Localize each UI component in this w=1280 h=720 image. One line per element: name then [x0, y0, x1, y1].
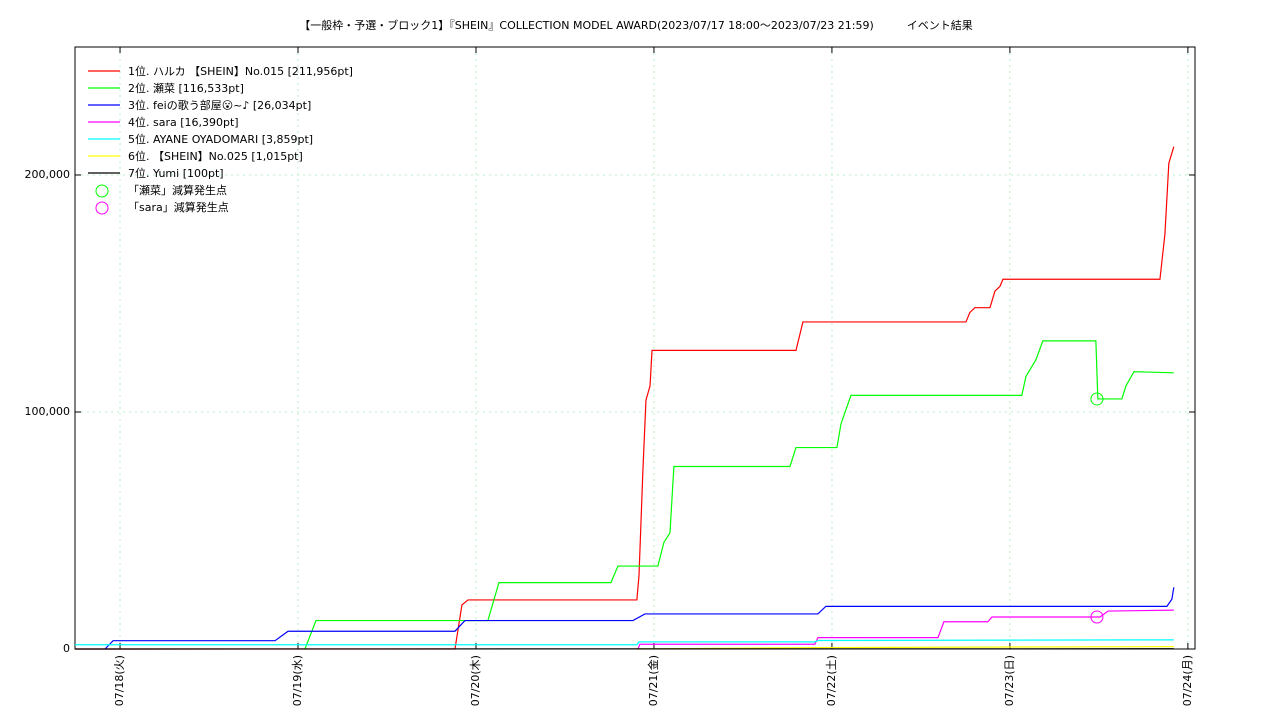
- legend-label: 7位. Yumi [100pt]: [128, 166, 224, 180]
- series-line: [75, 639, 1174, 646]
- legend-label: 1位. ハルカ 【SHEIN】No.015 [211,956pt]: [128, 64, 353, 78]
- legend-marker: [95, 184, 109, 198]
- x-tick-label: 07/22(土): [825, 655, 838, 706]
- y-tick-label: 100,000: [25, 405, 71, 418]
- x-tick-label: 07/18(火): [113, 655, 126, 706]
- series-line: [104, 587, 1175, 650]
- x-tick-label: 07/23(日): [1003, 655, 1016, 706]
- x-tick-label: 07/20(木): [469, 655, 482, 706]
- legend-marker: [95, 201, 109, 215]
- legend-label: 「瀬菜」減算発生点: [128, 183, 227, 197]
- legend-label: 「sara」減算発生点: [128, 200, 229, 214]
- y-tick-label: 0: [63, 642, 70, 655]
- x-tick-label: 07/21(金): [646, 655, 660, 706]
- x-tick-label: 07/24(月): [1181, 655, 1194, 706]
- legend-label: 6位. 【SHEIN】No.025 [1,015pt]: [128, 149, 303, 163]
- marker: [1090, 610, 1104, 624]
- series-line: [75, 146, 1175, 650]
- legend-label: 2位. 瀬菜 [116,533pt]: [128, 81, 244, 95]
- legend-label: 4位. sara [16,390pt]: [128, 115, 239, 129]
- chart-title: 【一般枠・予選・ブロック1】『SHEIN』COLLECTION MODEL AW…: [299, 18, 973, 32]
- marker: [1090, 392, 1104, 406]
- legend-label: 5位. AYANE OYADOMARI [3,859pt]: [128, 132, 313, 146]
- y-tick-label: 200,000: [25, 168, 71, 181]
- series-line: [304, 340, 1174, 650]
- legend-label: 3位. feiの歌う部屋😮~♪ [26,034pt]: [128, 98, 311, 112]
- series-line: [637, 609, 1174, 650]
- x-tick-label: 07/19(水): [291, 655, 304, 706]
